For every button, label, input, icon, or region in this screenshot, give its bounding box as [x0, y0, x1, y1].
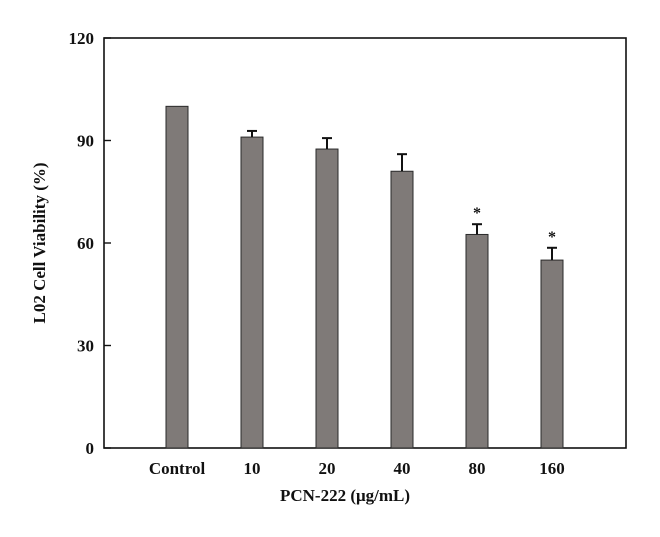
bar [165, 105, 189, 449]
x-tick-label: 10 [244, 459, 261, 478]
bar [390, 170, 414, 449]
y-tick-label: 120 [69, 29, 95, 48]
y-tick-label: 0 [86, 439, 95, 458]
bar [315, 148, 339, 449]
significance-marker: * [548, 229, 556, 246]
y-axis-title: L02 Cell Viability (%) [30, 162, 49, 323]
y-tick-label: 60 [77, 234, 94, 253]
y-tick-label: 30 [77, 337, 94, 356]
x-tick-label: 80 [469, 459, 486, 478]
bar [540, 259, 564, 449]
y-tick-label: 90 [77, 132, 94, 151]
bar [465, 233, 489, 449]
significance-marker: * [473, 205, 481, 222]
x-axis-ticks: Control 10 20 40 80 160 [149, 459, 565, 478]
y-axis-ticks: 0 30 60 90 120 [69, 29, 111, 458]
x-tick-label: 40 [394, 459, 411, 478]
x-tick-label: 20 [319, 459, 336, 478]
x-tick-label: Control [149, 459, 206, 478]
bars-group: ** [165, 105, 564, 449]
x-axis-title: PCN-222 (μg/mL) [280, 486, 410, 505]
x-tick-label: 160 [539, 459, 565, 478]
bar [240, 136, 264, 449]
